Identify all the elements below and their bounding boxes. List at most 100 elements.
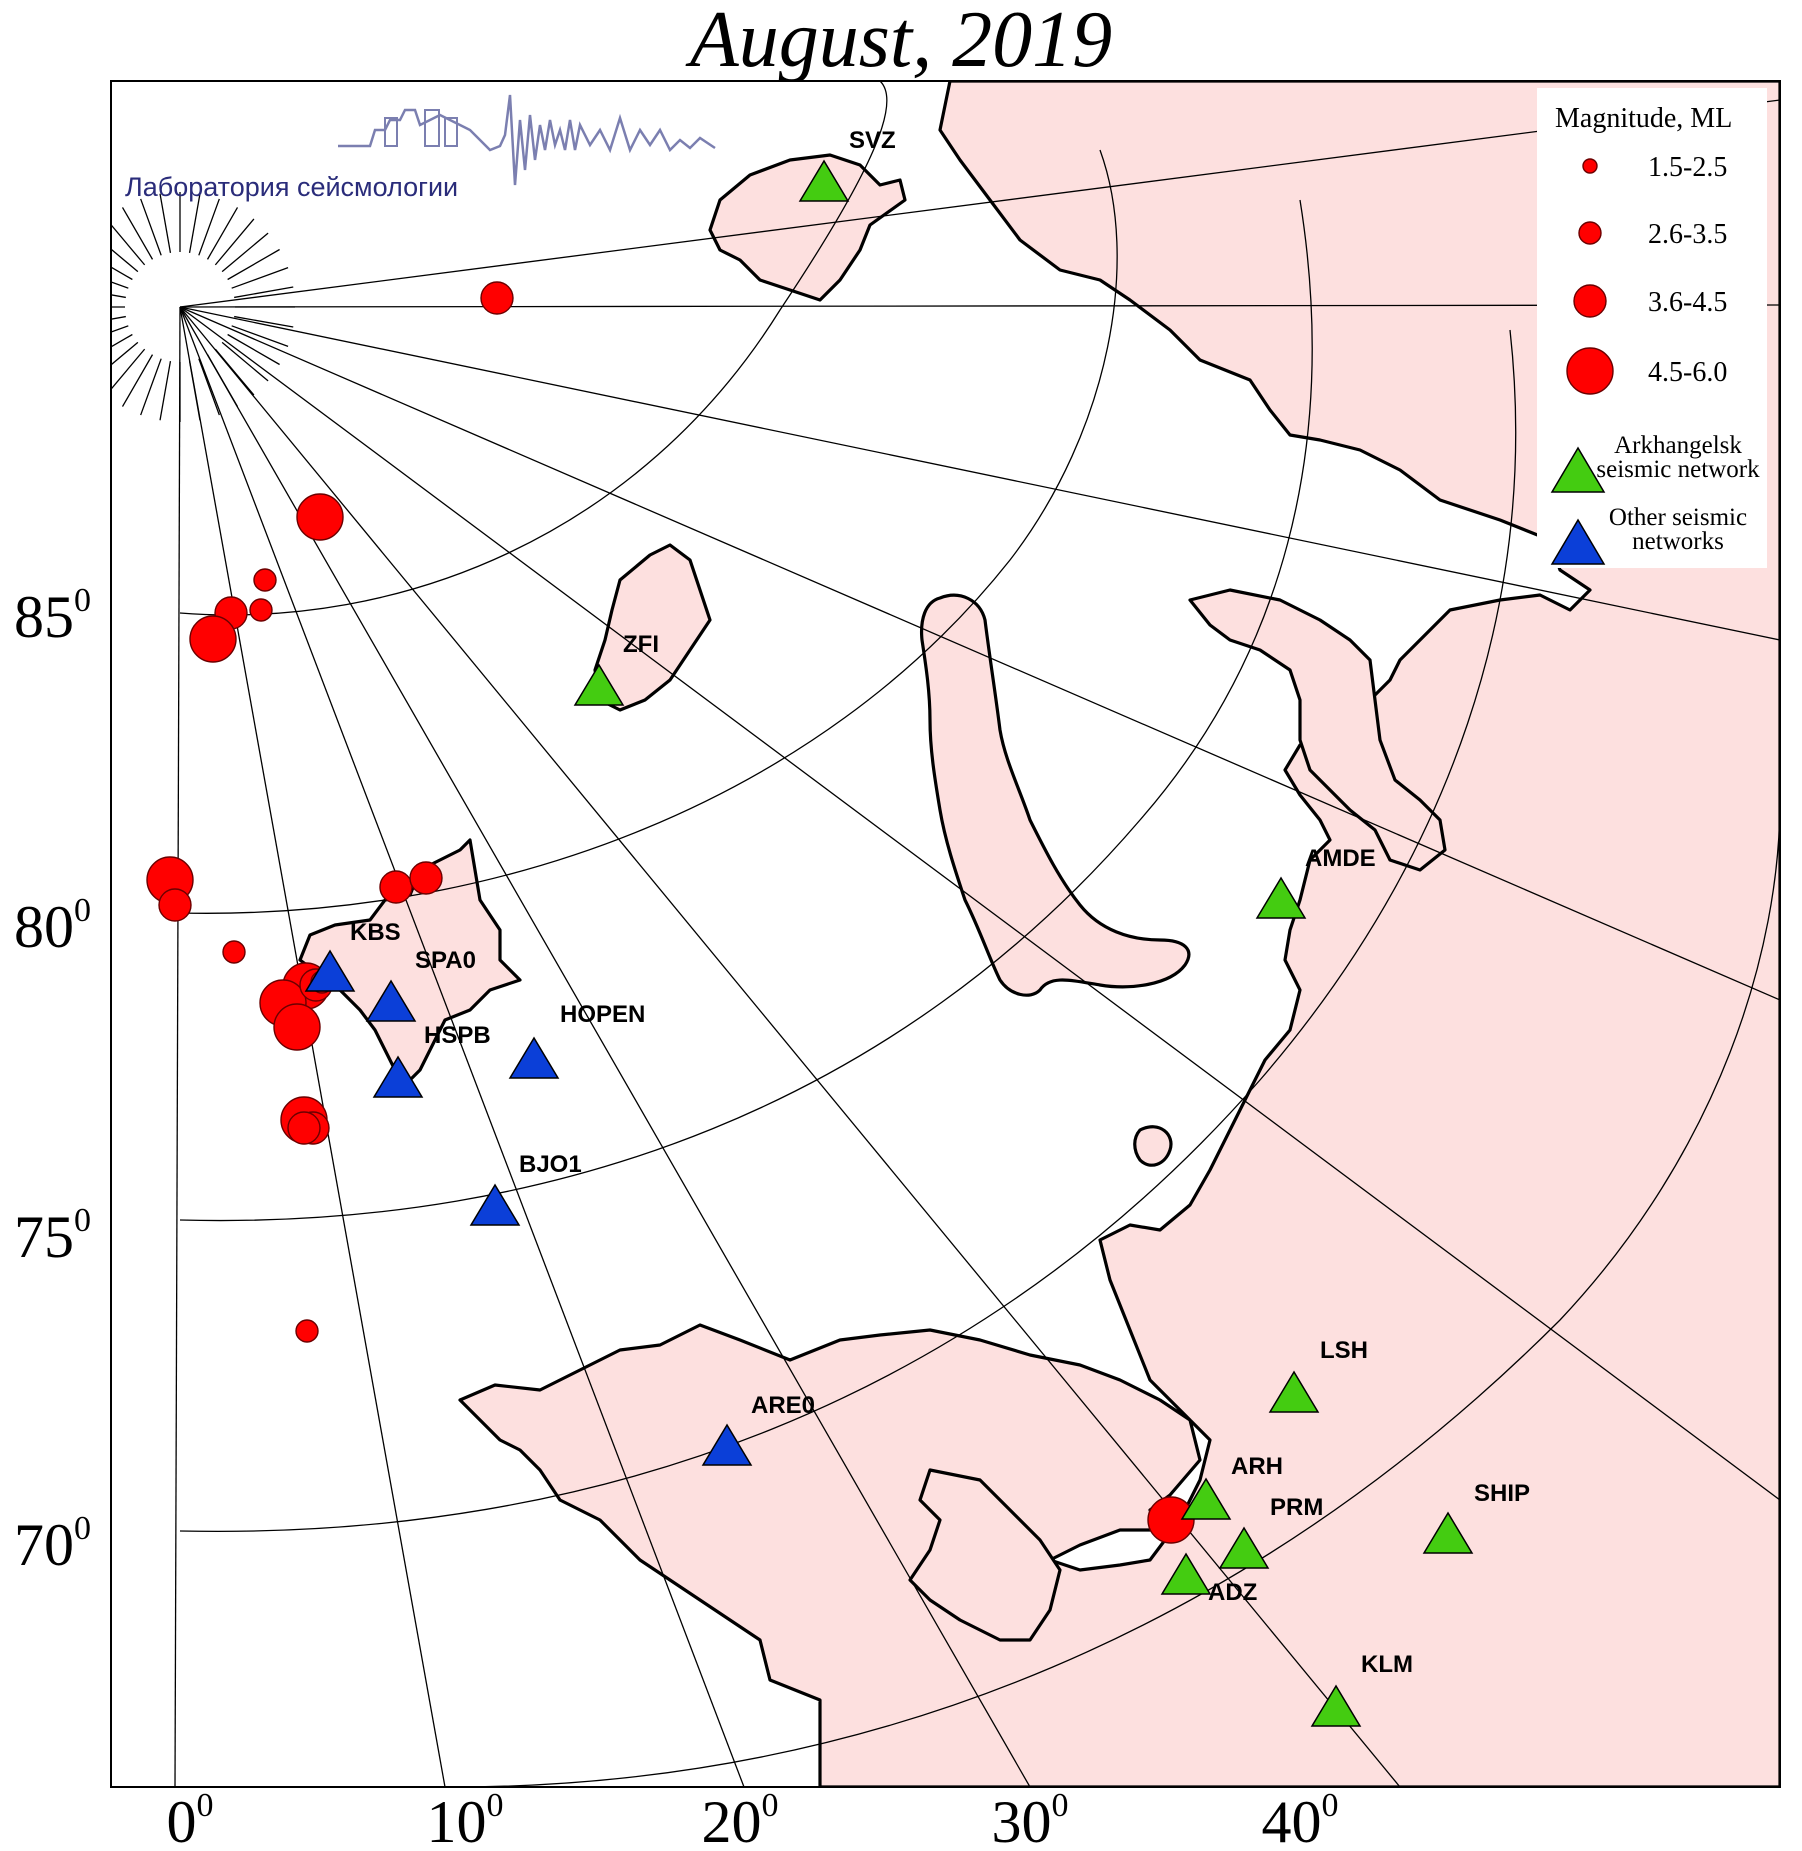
station-label-adz: ADZ [1208, 1579, 1257, 1606]
kola-peninsula [908, 1468, 1062, 1642]
seismic-event-marker[interactable] [222, 940, 246, 964]
station-marker-kbs[interactable] [304, 949, 356, 992]
longitude-tick-label: 300 [992, 1787, 1069, 1851]
longitude-tick-label: 100 [427, 1787, 504, 1851]
longitude-tick-label: 00 [167, 1787, 214, 1851]
station-label-kbs: KBS [350, 919, 401, 946]
pole-ray [111, 266, 133, 281]
station-marker-svz[interactable] [798, 159, 850, 202]
graticule-parallel-65 [440, 799, 1780, 1787]
degree-superscript: 0 [74, 582, 91, 619]
station-marker-hopen[interactable] [508, 1036, 560, 1079]
seismic-event-marker[interactable] [480, 281, 514, 315]
legend-magnitude-classes: 1.5-2.5 2.6-3.5 3.6-4.5 4.5-6.0 [1566, 152, 1727, 395]
seismic-event-marker[interactable] [287, 1111, 321, 1145]
latitude-tick-label: 700 [14, 1510, 91, 1578]
legend-magnitude-symbol [1566, 347, 1614, 395]
latitude-tick-labels: 700 750 800 850 [14, 582, 91, 1578]
station-marker-are0[interactable] [701, 1423, 753, 1466]
degree-superscript: 0 [74, 892, 91, 929]
graticule-meridian [179, 306, 745, 1787]
station-marker-klm[interactable] [1310, 1684, 1362, 1727]
seismogram-icon [338, 94, 716, 186]
station-marker-hspb[interactable] [372, 1055, 424, 1098]
graticule-meridian [174, 306, 181, 1787]
north-pole-marker [111, 192, 295, 422]
station-marker-spa0[interactable] [365, 979, 417, 1022]
pole-ray [234, 315, 294, 328]
pole-ray [121, 207, 154, 260]
pole-ray [111, 333, 133, 348]
legend-magnitude-label: 2.6-3.5 [1648, 219, 1727, 250]
station-label-arh: ARH [1231, 1453, 1283, 1480]
graticule-meridian [179, 306, 1780, 1501]
graticule-parallel-70 [179, 329, 1517, 1533]
seismic-event-marker[interactable] [409, 861, 443, 895]
pole-ray [227, 248, 280, 281]
seismic-event-marker[interactable] [158, 888, 192, 922]
pole-ray [221, 341, 269, 382]
pole-ray [231, 267, 289, 289]
seismic-event-marker[interactable] [253, 568, 277, 592]
station-label-spa0: SPA0 [415, 947, 476, 974]
station-marker-bjo1[interactable] [469, 1183, 521, 1226]
pole-ray [188, 193, 201, 253]
station-label-amde: AMDE [1305, 845, 1376, 872]
graticule-meridian [179, 306, 446, 1787]
map-title: August, 2019 [689, 0, 1113, 84]
degree-superscript: 0 [74, 1510, 91, 1547]
degree-superscript: 0 [762, 1787, 779, 1824]
pole-ray [214, 218, 255, 266]
seismic-event-marker[interactable] [189, 615, 237, 663]
graticule-meridian [179, 306, 1401, 1787]
station-marker-arh[interactable] [1180, 1477, 1232, 1520]
graticule-meridian [179, 306, 1780, 1001]
seismic-event-marker[interactable] [295, 1319, 319, 1343]
graticule-meridian [179, 304, 1780, 308]
pole-ray [227, 333, 280, 366]
land-layer [298, 81, 1780, 1787]
pole-ray [111, 348, 146, 391]
legend-network-label: networks [1632, 528, 1724, 555]
pole-ray [214, 348, 255, 396]
pole-ray [111, 281, 129, 289]
seismic-event-marker[interactable] [379, 870, 413, 904]
seismic-event-marker[interactable] [249, 598, 273, 622]
legend-network-label: Arkhangelsk [1614, 432, 1742, 459]
pole-ray [198, 358, 220, 416]
station-marker-zfi[interactable] [573, 663, 625, 706]
city-skyline-icon [444, 117, 458, 147]
graticule-meridian [179, 306, 1780, 641]
latitude-tick-label: 750 [14, 1202, 91, 1270]
station-marker-lsh[interactable] [1268, 1370, 1320, 1413]
legend-magnitude-label: 4.5-6.0 [1648, 357, 1727, 388]
longitude-tick-label: 200 [702, 1787, 779, 1851]
station-marker-adz[interactable] [1160, 1552, 1212, 1595]
pole-ray [221, 232, 269, 273]
graticule-meridian [179, 306, 1031, 1787]
legend-network-label: seismic network [1596, 456, 1760, 483]
graticule-parallel-80 [179, 149, 1118, 914]
station-marker-prm[interactable] [1218, 1526, 1270, 1569]
legend-magnitude-symbol [1573, 284, 1607, 318]
pole-ray [198, 198, 220, 256]
longitude-tick-label: 400 [1262, 1787, 1339, 1851]
map-frame [110, 80, 1781, 1788]
station-marker-ship[interactable] [1422, 1511, 1474, 1554]
degree-superscript: 0 [1322, 1787, 1339, 1824]
station-label-zfi: ZFI [623, 631, 659, 658]
station-marker-amde[interactable] [1255, 876, 1307, 919]
pole-ray [111, 315, 126, 320]
pole-ray [206, 207, 239, 260]
yamal-peninsula [1188, 588, 1447, 872]
legend-magnitude-label: 1.5-2.5 [1648, 152, 1727, 183]
pole-ray [121, 354, 154, 407]
latitude-tick-label: 800 [14, 892, 91, 960]
seismic-event-marker[interactable] [1147, 1496, 1195, 1544]
seismic-event-marker[interactable] [273, 1003, 321, 1051]
pole-ray [111, 325, 129, 333]
seismic-event-marker[interactable] [296, 493, 344, 541]
station-label-hopen: HOPEN [560, 1001, 645, 1028]
degree-superscript: 0 [197, 1787, 214, 1824]
